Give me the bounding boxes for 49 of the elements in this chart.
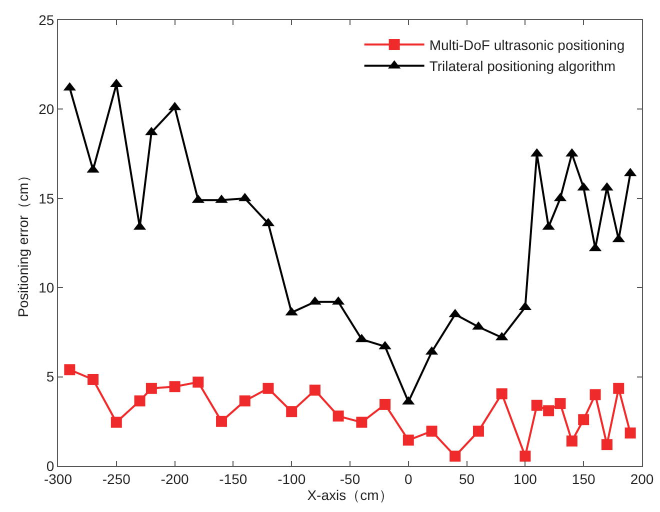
y-tick-label: 15 xyxy=(38,190,54,206)
y-tick-label: 25 xyxy=(38,12,54,28)
point xyxy=(590,389,601,400)
point xyxy=(578,414,590,426)
point xyxy=(332,410,344,422)
point xyxy=(192,376,204,388)
point xyxy=(496,388,508,400)
y-axis-title: Positioning error（cm） xyxy=(15,168,32,318)
x-tick-label: 100 xyxy=(514,470,538,487)
point xyxy=(309,384,320,396)
point xyxy=(543,405,554,416)
point xyxy=(380,398,391,410)
x-tick-label: -250 xyxy=(102,470,131,487)
point xyxy=(286,406,298,418)
x-tick-label: 200 xyxy=(630,470,654,487)
point xyxy=(450,450,461,462)
point xyxy=(472,426,484,437)
y-tick-label: 5 xyxy=(46,368,54,385)
x-tick-label: 150 xyxy=(572,470,596,487)
point xyxy=(520,450,531,462)
x-tick-label: 50 xyxy=(459,470,475,487)
point xyxy=(426,426,438,437)
point xyxy=(566,436,578,447)
point xyxy=(262,382,274,394)
x-tick-label: -200 xyxy=(160,470,190,487)
point xyxy=(134,395,146,406)
point xyxy=(239,395,250,406)
point xyxy=(88,374,99,385)
legend-label: Trilateral positioning algorithm xyxy=(429,58,616,74)
y-tick-label: 20 xyxy=(38,101,54,118)
x-tick-label: 0 xyxy=(404,470,412,487)
point xyxy=(146,382,157,394)
point xyxy=(554,398,566,410)
x-tick-label: -100 xyxy=(278,470,306,487)
point xyxy=(601,439,612,450)
x-tick-label: -50 xyxy=(340,470,360,487)
point xyxy=(356,416,368,428)
point xyxy=(624,428,636,438)
point xyxy=(64,364,76,376)
x-axis-title: X-axis（cm） xyxy=(307,487,393,504)
legend-label: Multi-DoF ultrasonic positioning xyxy=(429,36,625,53)
y-tick-label: 10 xyxy=(38,280,54,296)
point xyxy=(169,381,180,392)
point xyxy=(531,400,542,411)
point xyxy=(402,434,414,446)
point xyxy=(216,416,228,427)
point xyxy=(110,416,122,428)
point xyxy=(613,382,624,394)
x-tick-label: -150 xyxy=(219,470,248,487)
